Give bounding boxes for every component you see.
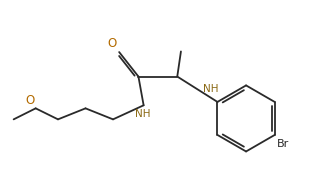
Text: NH: NH <box>203 84 218 94</box>
Text: Br: Br <box>277 139 289 149</box>
Text: NH: NH <box>135 109 151 119</box>
Text: O: O <box>108 37 117 50</box>
Text: O: O <box>25 94 34 107</box>
